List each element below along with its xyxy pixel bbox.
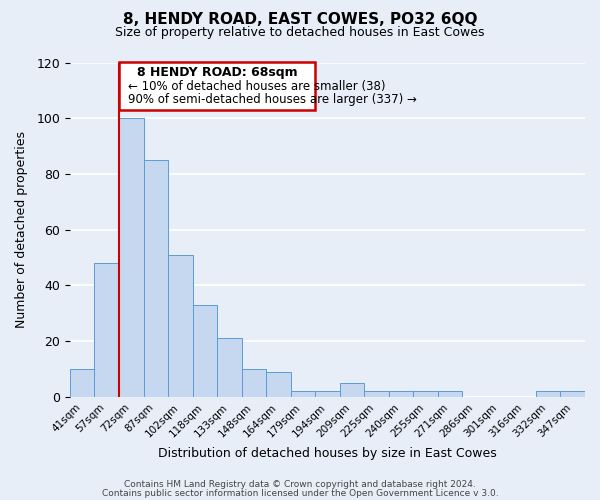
Bar: [364, 392, 389, 397]
Bar: [315, 392, 340, 397]
Bar: [70, 369, 94, 397]
Y-axis label: Number of detached properties: Number of detached properties: [15, 131, 28, 328]
Bar: [242, 369, 266, 397]
Text: Size of property relative to detached houses in East Cowes: Size of property relative to detached ho…: [115, 26, 485, 39]
Bar: [290, 392, 315, 397]
Text: Contains public sector information licensed under the Open Government Licence v : Contains public sector information licen…: [101, 488, 499, 498]
Bar: [438, 392, 463, 397]
Text: Contains HM Land Registry data © Crown copyright and database right 2024.: Contains HM Land Registry data © Crown c…: [124, 480, 476, 489]
Bar: [168, 255, 193, 397]
Bar: [536, 392, 560, 397]
X-axis label: Distribution of detached houses by size in East Cowes: Distribution of detached houses by size …: [158, 447, 497, 460]
Bar: [119, 118, 143, 397]
Text: 8 HENDY ROAD: 68sqm: 8 HENDY ROAD: 68sqm: [137, 66, 298, 80]
Bar: [266, 372, 290, 397]
Bar: [193, 305, 217, 397]
Text: ← 10% of detached houses are smaller (38): ← 10% of detached houses are smaller (38…: [128, 80, 385, 92]
Bar: [94, 263, 119, 397]
Bar: [340, 383, 364, 397]
Bar: [217, 338, 242, 397]
Text: 90% of semi-detached houses are larger (337) →: 90% of semi-detached houses are larger (…: [128, 93, 417, 106]
Text: 8, HENDY ROAD, EAST COWES, PO32 6QQ: 8, HENDY ROAD, EAST COWES, PO32 6QQ: [123, 12, 477, 28]
Bar: [413, 392, 438, 397]
Bar: [560, 392, 585, 397]
Bar: [143, 160, 168, 397]
Bar: [389, 392, 413, 397]
